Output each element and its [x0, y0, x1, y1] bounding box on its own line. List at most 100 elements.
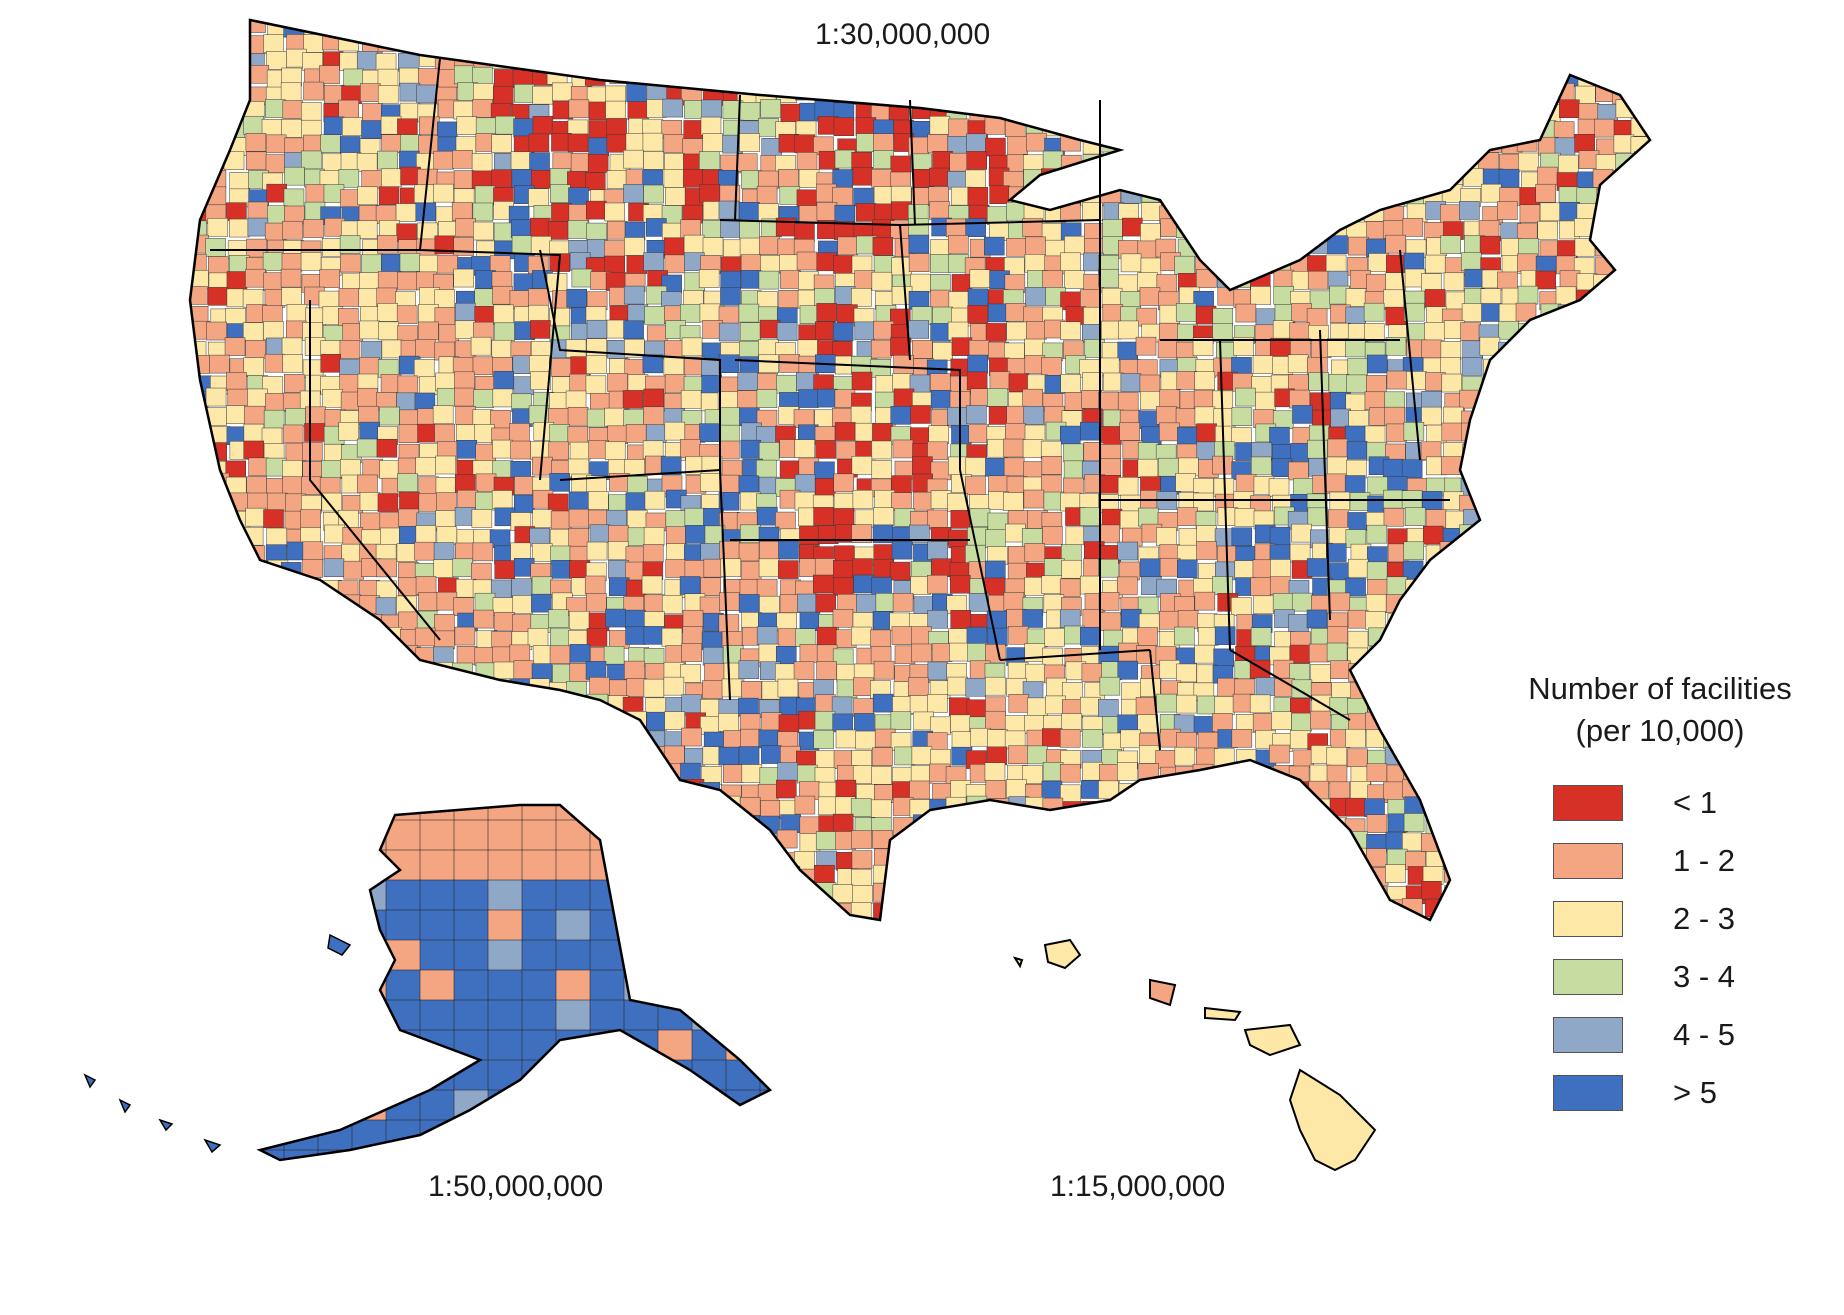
county-cell [947, 321, 969, 341]
county-cell [1461, 422, 1482, 442]
county-cell [930, 289, 951, 309]
county-cell [1044, 406, 1065, 425]
county-cell [966, 371, 988, 391]
county-cell [701, 374, 722, 394]
county-cell [377, 271, 399, 290]
county-cell [756, 626, 778, 645]
county-cell [453, 783, 475, 802]
alaska-borough-cell [657, 1149, 694, 1160]
county-cell [286, 750, 308, 769]
county-cell [1368, 120, 1390, 139]
county-cell [456, 440, 478, 459]
county-cell [1596, 546, 1618, 565]
county-cell [680, 762, 701, 782]
county-cell [243, 357, 264, 376]
county-cell [397, 271, 418, 291]
county-cell [319, 644, 341, 664]
county-cell [987, 512, 1009, 532]
county-cell [797, 593, 818, 613]
county-cell [1478, 611, 1499, 630]
county-cell [1311, 49, 1332, 69]
county-cell [286, 831, 307, 851]
county-cell [1326, 642, 1348, 662]
county-cell [721, 34, 743, 54]
county-cell [1404, 711, 1426, 731]
county-cell [815, 478, 836, 497]
county-cell [1653, 593, 1673, 611]
county-cell [567, 694, 588, 714]
county-cell [1482, 1, 1502, 19]
county-cell [1082, 817, 1104, 836]
county-cell [949, 697, 970, 716]
county-cell [190, 866, 209, 886]
county-cell [1614, 612, 1635, 631]
county-cell [547, 728, 569, 747]
county-cell [969, 269, 991, 288]
county-cell [530, 217, 551, 237]
county-cell [855, 730, 876, 750]
county-cell [1309, 189, 1330, 208]
county-cell [550, 747, 571, 767]
alaska-borough-cell [260, 999, 286, 1032]
county-cell [913, 831, 934, 850]
county-cell [855, 117, 877, 136]
county-cell [226, 202, 247, 221]
county-cell [1407, 86, 1429, 106]
county-cell [473, 609, 494, 629]
county-cell [1308, 119, 1330, 139]
county-cell [947, 87, 968, 106]
county-cell [1308, 20, 1330, 35]
county-cell [1673, 18, 1693, 36]
county-cell [815, 51, 837, 71]
county-cell [550, 510, 572, 530]
county-cell [643, 626, 665, 645]
county-cell [210, 528, 232, 547]
county-cell [1557, 393, 1578, 412]
alaska-borough-cell [759, 1089, 770, 1122]
county-cell [568, 204, 590, 223]
county-cell [945, 218, 967, 238]
county-cell [285, 800, 306, 819]
county-cell [681, 727, 702, 747]
county-cell [1402, 218, 1424, 237]
county-cell [531, 593, 552, 613]
county-cell [719, 424, 740, 444]
county-cell [702, 237, 724, 256]
county-cell [624, 796, 645, 815]
county-cell [913, 938, 933, 956]
county-cell [207, 218, 229, 237]
county-cell [834, 935, 854, 953]
county-cell [262, 731, 284, 751]
county-cell [1539, 441, 1560, 461]
county-cell [911, 0, 931, 15]
alaska-borough-cell [487, 1059, 524, 1092]
county-cell [1120, 136, 1141, 155]
county-cell [1344, 20, 1366, 38]
county-cell [1611, 204, 1633, 224]
county-cell [644, 35, 666, 54]
county-cell [586, 799, 607, 819]
county-cell [435, 764, 457, 784]
county-cell [381, 339, 403, 359]
county-cell [207, 677, 229, 696]
county-cell [399, 491, 420, 511]
county-cell [207, 663, 228, 682]
county-cell [167, 201, 187, 219]
county-cell [266, 492, 288, 512]
county-cell [1421, 676, 1442, 696]
county-cell [1654, 646, 1674, 664]
county-cell [1157, 457, 1179, 477]
county-cell [1100, 458, 1121, 477]
county-cell [1502, 49, 1523, 68]
county-cell [912, 851, 933, 871]
county-cell [1140, 138, 1162, 157]
county-cell [604, 730, 625, 749]
county-cell [304, 935, 324, 953]
county-cell [1061, 898, 1083, 917]
county-cell [1212, 576, 1233, 595]
county-cell [970, 903, 991, 920]
county-cell [948, 118, 969, 138]
county-cell [1350, 48, 1372, 68]
county-cell [1345, 67, 1366, 86]
county-cell [797, 339, 819, 359]
